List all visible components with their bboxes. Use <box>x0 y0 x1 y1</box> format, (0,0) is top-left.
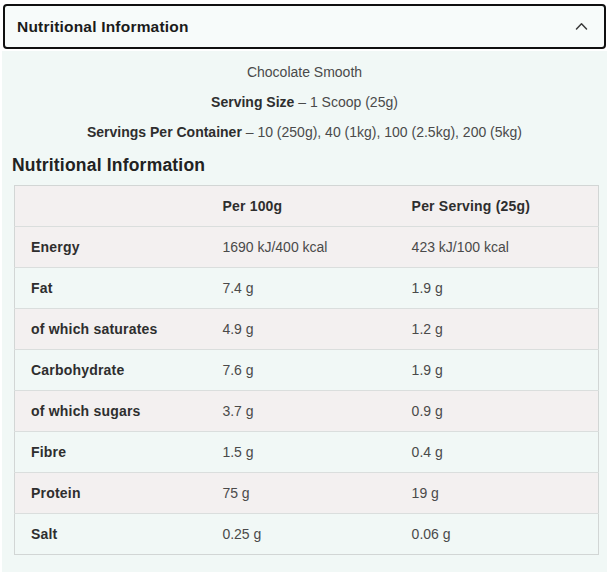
serving-size-value: 1 Scoop (25g) <box>310 94 398 110</box>
row-label: Salt <box>15 514 223 555</box>
nutrition-table-body: Energy1690 kJ/400 kcal423 kJ/100 kcalFat… <box>15 227 599 555</box>
value-per-serving: 1.2 g <box>412 309 599 350</box>
value-per-100g: 3.7 g <box>222 391 411 432</box>
servings-per-container-value: 10 (250g), 40 (1kg), 100 (2.5kg), 200 (5… <box>257 124 522 140</box>
flavour-name: Chocolate Smooth <box>2 64 607 81</box>
accordion-title: Nutritional Information <box>17 18 189 36</box>
value-per-serving: 19 g <box>412 473 599 514</box>
nutrition-table: Per 100g Per Serving (25g) Energy1690 kJ… <box>14 185 599 555</box>
serving-size-line: Serving Size – 1 Scoop (25g) <box>2 94 607 111</box>
table-row: of which saturates4.9 g1.2 g <box>15 309 599 350</box>
row-label: Carbohydrate <box>15 350 223 391</box>
row-label: Fibre <box>15 432 223 473</box>
servings-per-container-label: Servings Per Container <box>87 124 242 140</box>
row-label: of which saturates <box>15 309 223 350</box>
column-header-per-serving: Per Serving (25g) <box>412 186 599 227</box>
value-per-serving: 0.9 g <box>412 391 599 432</box>
servings-per-container-line: Servings Per Container – 10 (250g), 40 (… <box>2 124 607 141</box>
value-per-serving: 0.06 g <box>412 514 599 555</box>
value-per-100g: 7.6 g <box>222 350 411 391</box>
separator: – <box>298 94 306 110</box>
row-label: of which sugars <box>15 391 223 432</box>
table-row: Protein75 g19 g <box>15 473 599 514</box>
table-heading: Nutritional Information <box>2 155 607 176</box>
row-label: Protein <box>15 473 223 514</box>
table-row: Fibre1.5 g0.4 g <box>15 432 599 473</box>
table-row: Energy1690 kJ/400 kcal423 kJ/100 kcal <box>15 227 599 268</box>
value-per-serving: 1.9 g <box>412 350 599 391</box>
value-per-100g: 4.9 g <box>222 309 411 350</box>
value-per-serving: 423 kJ/100 kcal <box>412 227 599 268</box>
row-label: Fat <box>15 268 223 309</box>
row-label: Energy <box>15 227 223 268</box>
value-per-100g: 7.4 g <box>222 268 411 309</box>
table-row: Carbohydrate7.6 g1.9 g <box>15 350 599 391</box>
chevron-up-icon <box>575 22 588 31</box>
table-header-row: Per 100g Per Serving (25g) <box>15 186 599 227</box>
table-row: Fat7.4 g1.9 g <box>15 268 599 309</box>
column-header-per-100g: Per 100g <box>222 186 411 227</box>
serving-size-label: Serving Size <box>211 94 294 110</box>
value-per-serving: 1.9 g <box>412 268 599 309</box>
table-row: Salt0.25 g0.06 g <box>15 514 599 555</box>
value-per-100g: 0.25 g <box>222 514 411 555</box>
nutrition-panel: Chocolate Smooth Serving Size – 1 Scoop … <box>2 51 607 572</box>
value-per-100g: 75 g <box>222 473 411 514</box>
value-per-100g: 1.5 g <box>222 432 411 473</box>
value-per-serving: 0.4 g <box>412 432 599 473</box>
accordion-header-nutritional-information[interactable]: Nutritional Information <box>3 4 606 49</box>
column-header-blank <box>15 186 223 227</box>
table-row: of which sugars3.7 g0.9 g <box>15 391 599 432</box>
value-per-100g: 1690 kJ/400 kcal <box>222 227 411 268</box>
separator: – <box>246 124 254 140</box>
